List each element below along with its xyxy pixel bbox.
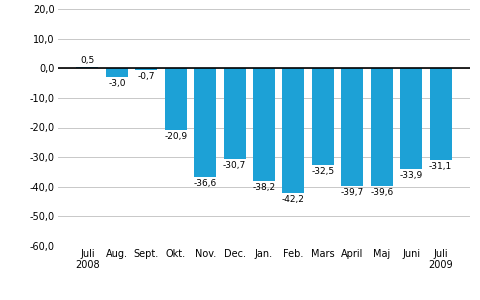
Text: -36,6: -36,6	[193, 179, 217, 188]
Bar	[430, 68, 452, 161]
Bar	[135, 68, 157, 70]
Bar	[194, 68, 216, 177]
Bar	[165, 68, 187, 130]
Text: -20,9: -20,9	[164, 132, 187, 141]
Text: -42,2: -42,2	[282, 195, 305, 204]
Text: -30,7: -30,7	[223, 161, 246, 170]
Text: -0,7: -0,7	[137, 72, 155, 81]
Bar	[282, 68, 304, 193]
Text: -33,9: -33,9	[399, 171, 423, 180]
Bar	[106, 68, 128, 77]
Text: 0,5: 0,5	[80, 56, 95, 65]
Bar	[312, 68, 334, 164]
Text: -3,0: -3,0	[108, 79, 126, 88]
Bar	[76, 67, 98, 68]
Text: -38,2: -38,2	[252, 184, 276, 193]
Bar	[371, 68, 393, 186]
Text: -39,7: -39,7	[341, 188, 364, 197]
Bar	[253, 68, 275, 182]
Text: -32,5: -32,5	[312, 167, 335, 176]
Bar	[400, 68, 422, 169]
Bar	[224, 68, 246, 159]
Bar	[341, 68, 363, 186]
Text: -39,6: -39,6	[370, 188, 393, 196]
Text: -31,1: -31,1	[429, 163, 452, 172]
